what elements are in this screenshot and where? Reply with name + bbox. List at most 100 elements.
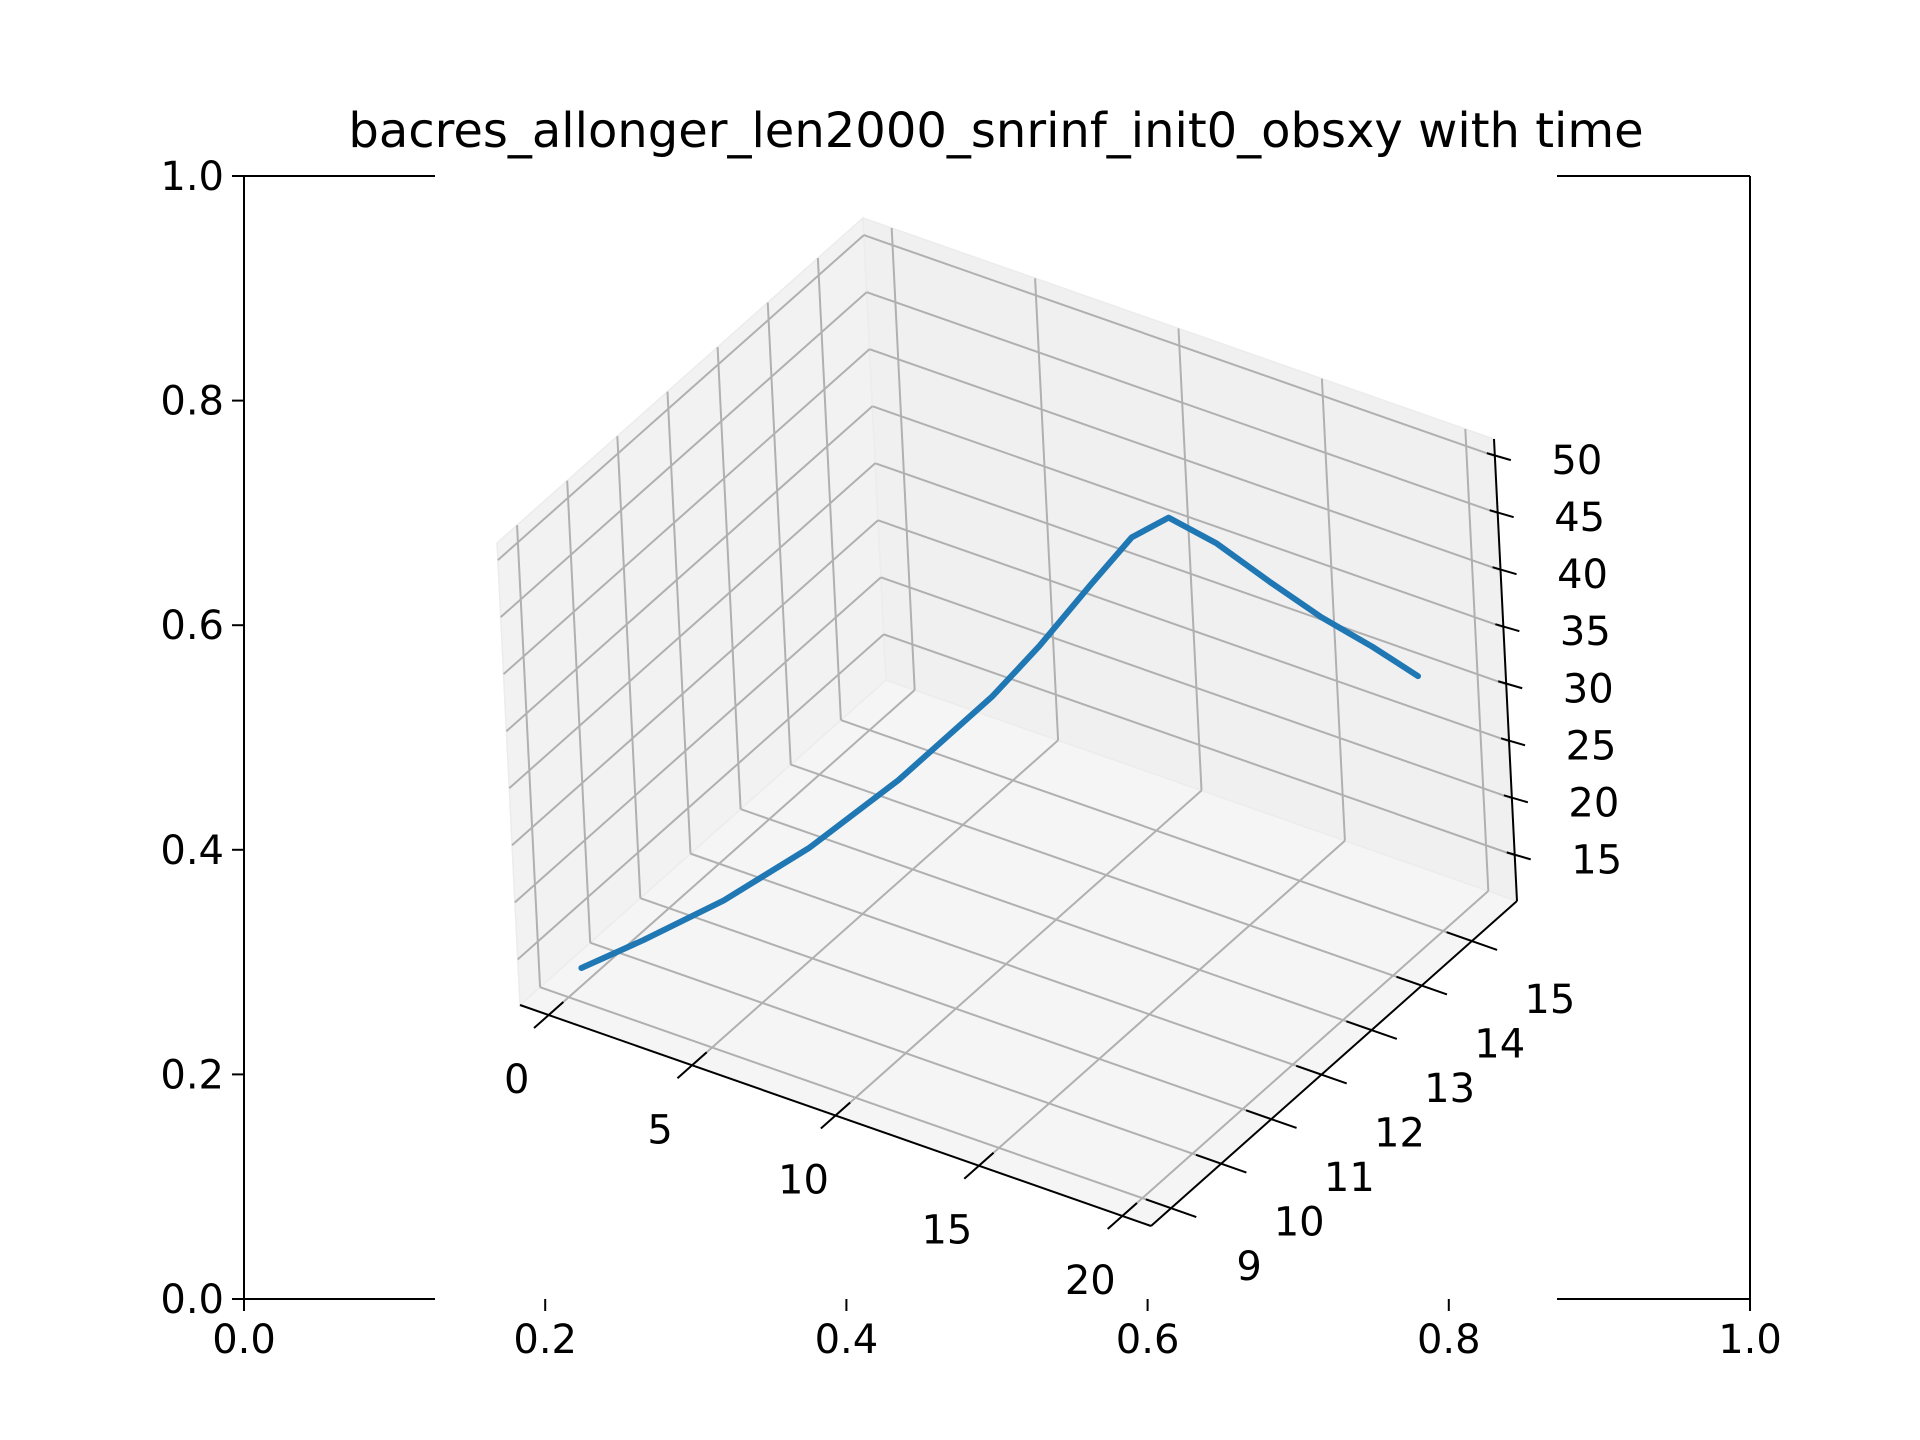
outer-y-tick-label: 0.4 xyxy=(160,828,224,874)
x-tick-label: 20 xyxy=(1065,1258,1116,1304)
grid-x-floor xyxy=(1121,890,1489,1217)
grid-z-left xyxy=(508,462,876,790)
z-tick-label: 45 xyxy=(1554,495,1605,541)
y-tick-label: 15 xyxy=(1524,977,1575,1023)
grid-y-left xyxy=(566,480,592,943)
y-tick-label: 14 xyxy=(1474,1022,1525,1068)
grid-x-floor xyxy=(548,689,916,1016)
grid-z-back xyxy=(877,519,1510,743)
grid-x-back xyxy=(1464,428,1490,892)
y-tick-label: 10 xyxy=(1274,1200,1325,1246)
grid-x-back xyxy=(1177,328,1203,791)
x-tick xyxy=(963,1151,995,1180)
z-tick-label: 35 xyxy=(1560,609,1611,655)
y-tick-label: 11 xyxy=(1324,1155,1375,1201)
axes3d-grid xyxy=(497,227,1516,1217)
grid-z-back xyxy=(880,576,1513,800)
grid-z-left xyxy=(517,633,885,961)
z-axis-line xyxy=(1493,438,1518,902)
grid-x-floor xyxy=(978,839,1346,1167)
outer-y-tick-label: 0.2 xyxy=(160,1052,224,1098)
x-tick-label: 15 xyxy=(921,1208,972,1254)
grid-x-back xyxy=(1320,378,1346,841)
x-tick xyxy=(533,1001,564,1029)
y-tick xyxy=(1245,1109,1297,1129)
z-tick xyxy=(1500,737,1526,747)
outer-x-tick-label: 0.6 xyxy=(1116,1317,1180,1363)
x-tick xyxy=(1107,1202,1138,1230)
grid-z-back xyxy=(866,291,1499,515)
y-tick xyxy=(1195,1153,1247,1174)
x-tick-label: 10 xyxy=(778,1158,829,1204)
outer-y-tick-label: 0.8 xyxy=(160,379,224,425)
z-tick xyxy=(1486,452,1512,462)
grid-z-back xyxy=(869,348,1501,572)
grid-z-back xyxy=(883,633,1516,857)
grid-x-floor xyxy=(691,739,1059,1067)
outer-x-tick-label: 1.0 xyxy=(1718,1317,1782,1363)
grid-y-left xyxy=(816,258,842,721)
z-tick-label: 25 xyxy=(1566,723,1617,769)
z-tick xyxy=(1495,623,1520,633)
outer-x-tick-label: 0.0 xyxy=(212,1317,276,1363)
x-tick xyxy=(676,1051,708,1080)
y-tick xyxy=(1396,975,1448,996)
z-tick xyxy=(1497,680,1523,690)
y-tick-label: 13 xyxy=(1424,1066,1475,1112)
x-tick-label: 5 xyxy=(647,1107,672,1153)
z-tick-label: 15 xyxy=(1571,837,1622,883)
grid-y-left xyxy=(716,347,742,810)
series-line-0 xyxy=(578,514,1421,971)
outer-x-tick-label: 0.4 xyxy=(815,1317,879,1363)
grid-z-left xyxy=(505,405,874,732)
grid-y-left xyxy=(516,525,542,988)
y-tick xyxy=(1346,1020,1398,1040)
grid-z-left xyxy=(502,348,871,675)
z-tick xyxy=(1489,509,1514,519)
chart-title: bacres_allonger_len2000_snrinf_init0_obs… xyxy=(348,103,1643,159)
y-tick-label: 12 xyxy=(1374,1111,1425,1157)
grid-z-left xyxy=(514,576,882,904)
z-tick-label: 50 xyxy=(1551,438,1602,484)
outer-axes: 0.0 0.2 0.4 0.6 0.8 1.0 0.0 0.2 0.4 0.6 0.8 1.0 xyxy=(160,154,1781,1363)
y-tick xyxy=(1295,1064,1348,1085)
grid-z-left xyxy=(511,519,879,847)
z-tick xyxy=(1506,851,1532,861)
grid-y-floor xyxy=(840,719,1473,943)
z-tick xyxy=(1492,566,1517,576)
grid-y-left xyxy=(666,391,692,854)
x-tick-label: 0 xyxy=(504,1057,529,1103)
z-tick-label: 20 xyxy=(1568,780,1619,826)
outer-y-tick-label: 0.6 xyxy=(160,603,224,649)
grid-x-floor xyxy=(834,789,1203,1117)
grid-z-left xyxy=(497,234,865,561)
z-tick xyxy=(1503,794,1529,804)
y-tick xyxy=(1145,1198,1197,1218)
grid-y-floor xyxy=(790,763,1423,987)
grid-y-floor xyxy=(740,808,1372,1032)
z-tick-label: 40 xyxy=(1557,552,1608,598)
outer-y-tick-label: 1.0 xyxy=(160,154,224,200)
grid-z-left xyxy=(500,291,868,618)
grid-y-left xyxy=(766,302,792,765)
grid-y-floor xyxy=(589,941,1222,1165)
outer-x-tick-label: 0.8 xyxy=(1417,1317,1481,1363)
grid-y-floor xyxy=(690,852,1322,1076)
y-tick-label: 9 xyxy=(1236,1244,1261,1290)
grid-x-back xyxy=(890,227,916,691)
y-axis-line xyxy=(1150,900,1518,1227)
x-tick xyxy=(820,1101,851,1130)
grid-y-floor xyxy=(539,986,1172,1210)
grid-z-back xyxy=(872,405,1504,629)
grid-z-back xyxy=(863,234,1496,458)
grid-y-left xyxy=(616,436,642,899)
y-tick xyxy=(1446,931,1498,951)
grid-x-back xyxy=(1034,278,1060,741)
outer-y-tick-label: 0.0 xyxy=(160,1277,224,1323)
z-tick-label: 30 xyxy=(1563,666,1614,712)
grid-y-floor xyxy=(639,897,1272,1121)
series-layer xyxy=(578,514,1421,971)
grid-z-back xyxy=(874,462,1507,686)
